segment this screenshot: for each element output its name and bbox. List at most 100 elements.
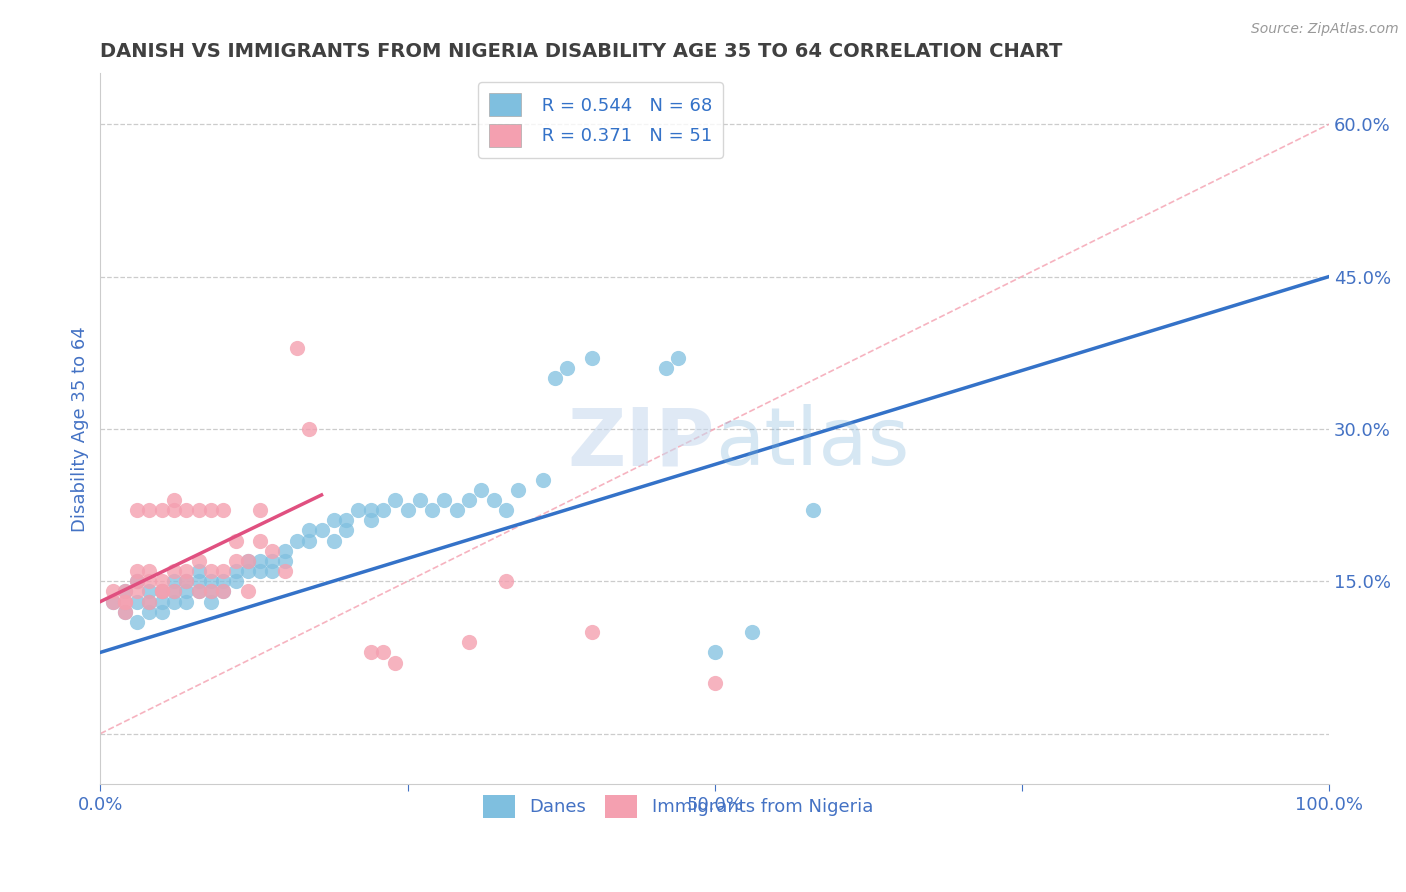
Point [360,503,382,517]
Point [236,554,259,568]
Point [741,625,763,640]
Point [249,533,271,548]
Point [360,645,382,659]
Point [176,594,198,608]
Point [127,584,149,599]
Point [187,584,209,599]
Point [127,574,149,589]
Point [347,503,370,517]
Point [224,533,246,548]
Point [114,605,136,619]
Point [200,584,222,599]
Point [298,524,321,538]
Point [531,473,554,487]
Point [273,554,295,568]
Text: DANISH VS IMMIGRANTS FROM NIGERIA DISABILITY AGE 35 TO 64 CORRELATION CHART: DANISH VS IMMIGRANTS FROM NIGERIA DISABI… [100,42,1063,61]
Point [114,594,136,608]
Point [138,605,160,619]
Point [446,503,468,517]
Point [273,544,295,558]
Text: Source: ZipAtlas.com: Source: ZipAtlas.com [1251,22,1399,37]
Point [163,584,186,599]
Point [163,493,186,508]
Point [138,594,160,608]
Point [150,584,173,599]
Point [236,584,259,599]
Point [114,584,136,599]
Point [285,533,308,548]
Point [311,524,333,538]
Point [163,584,186,599]
Point [127,615,149,629]
Point [212,584,235,599]
Point [187,503,209,517]
Point [581,351,603,365]
Point [114,584,136,599]
Point [150,605,173,619]
Point [224,554,246,568]
Point [224,564,246,578]
Point [127,574,149,589]
Point [114,605,136,619]
Point [470,483,492,497]
Point [150,503,173,517]
Point [396,503,419,517]
Y-axis label: Disability Age 35 to 64: Disability Age 35 to 64 [72,326,89,532]
Point [163,564,186,578]
Point [163,574,186,589]
Point [666,351,689,365]
Point [212,564,235,578]
Point [200,574,222,589]
Point [409,493,432,508]
Point [138,594,160,608]
Point [262,554,284,568]
Point [371,503,394,517]
Point [187,574,209,589]
Point [176,574,198,589]
Legend: Danes, Immigrants from Nigeria: Danes, Immigrants from Nigeria [475,788,880,825]
Point [114,594,136,608]
Point [187,554,209,568]
Point [236,564,259,578]
Point [200,564,222,578]
Point [322,513,344,527]
Point [371,645,394,659]
Point [458,493,481,508]
Point [654,361,676,376]
Point [298,422,321,436]
Point [187,584,209,599]
Point [212,584,235,599]
Point [360,513,382,527]
Point [249,503,271,517]
Point [581,625,603,640]
Point [801,503,824,517]
Point [433,493,456,508]
Point [127,594,149,608]
Point [150,584,173,599]
Point [176,584,198,599]
Point [249,554,271,568]
Point [212,574,235,589]
Point [200,503,222,517]
Point [420,503,443,517]
Point [101,584,124,599]
Point [101,594,124,608]
Point [335,524,357,538]
Point [495,574,517,589]
Point [224,574,246,589]
Point [236,554,259,568]
Point [322,533,344,548]
Point [249,564,271,578]
Point [138,503,160,517]
Point [101,594,124,608]
Point [495,503,517,517]
Point [187,564,209,578]
Point [163,594,186,608]
Text: atlas: atlas [714,404,910,483]
Point [335,513,357,527]
Point [200,584,222,599]
Text: ZIP: ZIP [568,404,714,483]
Point [176,564,198,578]
Point [138,564,160,578]
Point [262,544,284,558]
